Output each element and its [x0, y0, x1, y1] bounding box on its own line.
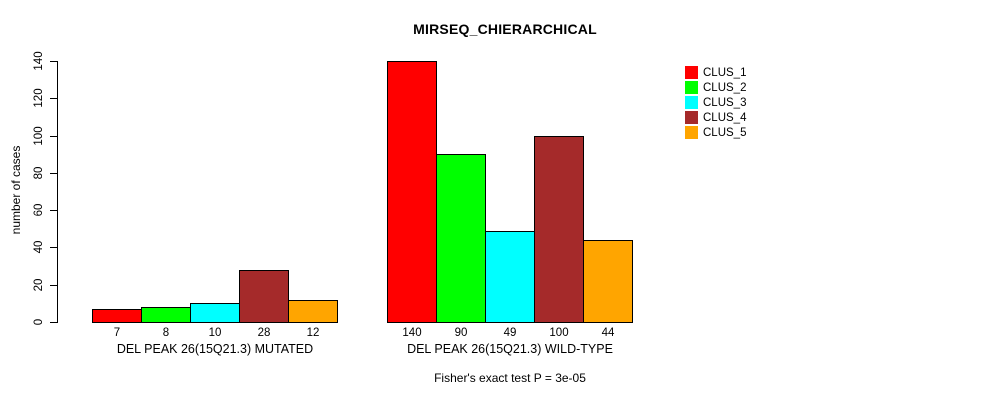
y-axis-line	[57, 61, 58, 323]
legend-entry: CLUS_3	[685, 96, 746, 109]
legend-label: CLUS_1	[703, 66, 747, 79]
y-tick-mark	[50, 210, 57, 211]
annotation-caption: Fisher's exact test P = 3e-05	[434, 371, 586, 385]
group-label: DEL PEAK 26(15Q21.3) MUTATED	[116, 342, 314, 356]
bar-value-label: 140	[402, 327, 422, 339]
legend-swatch-clus_5	[685, 126, 698, 139]
y-tick-label: 120	[33, 88, 45, 108]
bar-value-label: 90	[454, 327, 468, 339]
bar-clus_4	[239, 270, 289, 323]
bar-clus_2	[436, 154, 486, 323]
bar-value-label: 44	[601, 327, 615, 339]
y-tick-label: 40	[33, 240, 45, 254]
legend-entry: CLUS_4	[685, 111, 746, 124]
y-axis-title: number of cases	[9, 145, 23, 235]
bar-value-label: 10	[208, 327, 222, 339]
group-label: DEL PEAK 26(15Q21.3) WILD-TYPE	[407, 342, 613, 356]
legend-label: CLUS_3	[703, 96, 747, 109]
bar-clus_3	[485, 231, 535, 323]
y-tick-mark	[50, 322, 57, 323]
y-tick-label: 20	[33, 278, 45, 292]
bar-clus_1	[387, 61, 437, 323]
y-tick-mark	[50, 61, 57, 62]
bar-clus_5	[288, 300, 338, 323]
y-tick-mark	[50, 98, 57, 99]
legend-label: CLUS_2	[703, 81, 747, 94]
y-tick-label: 0	[33, 318, 45, 326]
bar-clus_4	[534, 136, 584, 323]
chart-title: MIRSEQ_CHIERARCHICAL	[413, 21, 597, 37]
bar-clus_5	[583, 240, 633, 323]
bar-clus_3	[190, 303, 240, 323]
bar-clus_1	[92, 309, 142, 323]
y-tick-label: 140	[33, 51, 45, 71]
bar-value-label: 49	[503, 327, 517, 339]
legend-swatch-clus_4	[685, 111, 698, 124]
y-tick-label: 100	[33, 126, 45, 146]
y-tick-label: 60	[33, 203, 45, 217]
legend-entry: CLUS_1	[685, 66, 746, 79]
y-tick-label: 80	[33, 166, 45, 180]
y-tick-mark	[50, 247, 57, 248]
legend-swatch-clus_2	[685, 81, 698, 94]
bar-value-label: 28	[257, 327, 271, 339]
bar-value-label: 8	[162, 327, 170, 339]
y-tick-mark	[50, 136, 57, 137]
legend-label: CLUS_4	[703, 111, 747, 124]
legend: CLUS_1 CLUS_2 CLUS_3 CLUS_4 CLUS_5	[685, 66, 746, 141]
bar-value-label: 12	[306, 327, 320, 339]
legend-entry: CLUS_5	[685, 126, 746, 139]
y-tick-mark	[50, 285, 57, 286]
y-tick-mark	[50, 173, 57, 174]
bar-clus_2	[141, 307, 191, 323]
legend-swatch-clus_1	[685, 66, 698, 79]
legend-swatch-clus_3	[685, 96, 698, 109]
bar-value-label: 100	[549, 327, 569, 339]
legend-label: CLUS_5	[703, 126, 747, 139]
bar-value-label: 7	[113, 327, 121, 339]
legend-entry: CLUS_2	[685, 81, 746, 94]
